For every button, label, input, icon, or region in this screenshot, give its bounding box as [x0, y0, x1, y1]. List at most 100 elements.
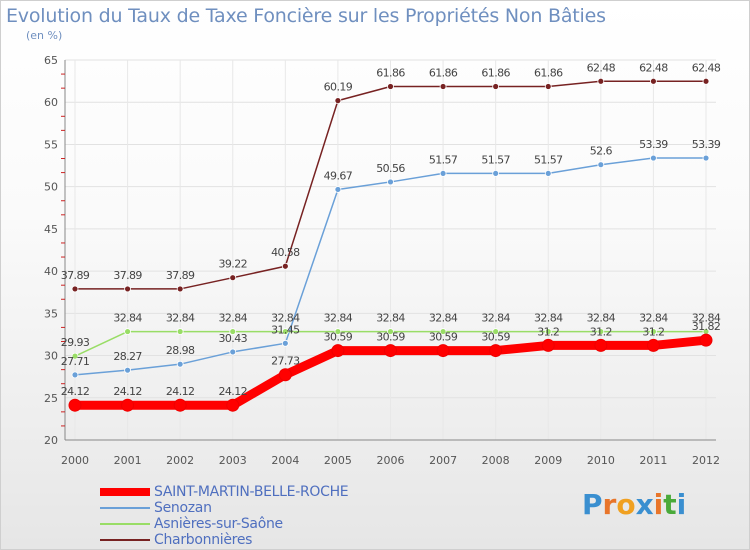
data-label: 31.82: [692, 320, 721, 333]
data-point: [124, 328, 131, 335]
legend-swatch-charbonnieres: [100, 539, 150, 541]
data-label: 30.43: [219, 332, 248, 345]
data-point: [384, 344, 397, 358]
data-label: 52.6: [590, 145, 613, 158]
data-point: [331, 344, 345, 358]
data-label: 61.86: [376, 67, 405, 80]
x-tick-label: 2002: [166, 454, 194, 467]
proxiti-logo: Proxiti: [582, 488, 686, 521]
x-tick-label: 2005: [324, 454, 352, 467]
data-label: 30.59: [324, 331, 353, 344]
data-label: 32.84: [219, 312, 248, 325]
data-label: 32.84: [166, 312, 195, 325]
x-tick-label: 2000: [61, 454, 89, 467]
data-point: [439, 83, 447, 90]
data-label: 31.2: [537, 325, 559, 338]
data-label: 31.2: [642, 325, 664, 338]
legend-swatch-senozan: [100, 507, 150, 509]
logo-letter: o: [616, 488, 636, 521]
data-point: [281, 262, 289, 270]
logo-letter: r: [602, 488, 617, 521]
y-tick-label: 35: [44, 307, 58, 320]
data-label: 30.59: [481, 331, 510, 344]
data-label: 49.67: [324, 169, 353, 182]
data-point: [597, 161, 605, 169]
data-label: 39.22: [219, 258, 248, 271]
data-point: [387, 83, 394, 90]
legend-swatch-saint-martin: [100, 488, 150, 496]
data-point: [71, 352, 79, 360]
data-label: 30.59: [376, 331, 405, 344]
data-point: [489, 344, 503, 358]
data-point: [699, 333, 713, 347]
data-label: 53.39: [692, 138, 721, 151]
data-point: [334, 186, 342, 193]
logo-letter: i: [653, 488, 664, 521]
logo-letter: i: [676, 488, 687, 521]
data-label: 37.89: [166, 269, 195, 282]
logo-letter: P: [582, 488, 603, 521]
data-point: [702, 154, 710, 162]
data-point: [334, 328, 342, 335]
data-point: [541, 338, 555, 352]
data-label: 62.48: [692, 61, 721, 74]
data-label: 60.19: [324, 81, 353, 94]
data-point: [176, 360, 184, 368]
data-point: [121, 398, 135, 412]
data-label: 32.84: [534, 312, 563, 325]
data-point: [544, 170, 552, 177]
data-label: 32.84: [481, 312, 510, 325]
data-point: [68, 398, 82, 412]
data-point: [278, 368, 292, 382]
data-point: [176, 285, 184, 293]
data-point: [124, 285, 131, 293]
x-tick-label: 2011: [639, 454, 667, 467]
y-tick-label: 30: [44, 350, 58, 363]
x-tick-label: 2006: [377, 454, 405, 467]
data-label: 32.84: [692, 312, 721, 325]
data-point: [226, 398, 240, 412]
data-label: 32.84: [429, 312, 458, 325]
data-point: [229, 348, 237, 356]
data-point: [71, 371, 79, 379]
x-tick-label: 2008: [482, 454, 510, 467]
data-label: 53.39: [639, 138, 668, 151]
data-point: [492, 83, 500, 90]
data-point: [492, 170, 500, 177]
data-label: 32.84: [113, 312, 142, 325]
data-point: [229, 274, 237, 282]
data-label: 62.48: [587, 61, 616, 74]
data-point: [650, 328, 657, 335]
y-tick-label: 50: [44, 181, 58, 194]
x-tick-label: 2004: [271, 454, 299, 467]
y-tick-label: 40: [44, 265, 58, 278]
data-point: [387, 178, 394, 186]
y-tick-label: 25: [44, 392, 58, 405]
data-point: [544, 83, 552, 90]
data-point: [281, 339, 289, 347]
data-label: 32.84: [271, 312, 300, 325]
data-label: 51.57: [481, 153, 510, 166]
y-tick-label: 55: [44, 138, 58, 151]
data-label: 32.84: [324, 312, 353, 325]
data-label: 51.57: [429, 153, 458, 166]
data-label: 30.59: [429, 331, 458, 344]
x-tick-label: 2003: [219, 454, 247, 467]
data-label: 31.45: [271, 323, 300, 336]
data-point: [71, 285, 79, 293]
legend-label-senozan: Senozan: [154, 500, 212, 516]
data-point: [176, 328, 184, 335]
data-label: 31.2: [590, 325, 612, 338]
data-label: 24.12: [61, 385, 90, 398]
logo-letter: t: [663, 488, 677, 521]
x-tick-label: 2012: [692, 454, 720, 467]
data-point: [702, 77, 710, 85]
data-label: 40.58: [271, 246, 300, 259]
data-label: 24.12: [166, 385, 195, 398]
data-point: [334, 97, 342, 105]
legend-label-saint-martin: SAINT-MARTIN-BELLE-ROCHE: [154, 484, 349, 500]
legend-swatch-asnieres: [100, 523, 150, 525]
data-point: [492, 328, 500, 335]
